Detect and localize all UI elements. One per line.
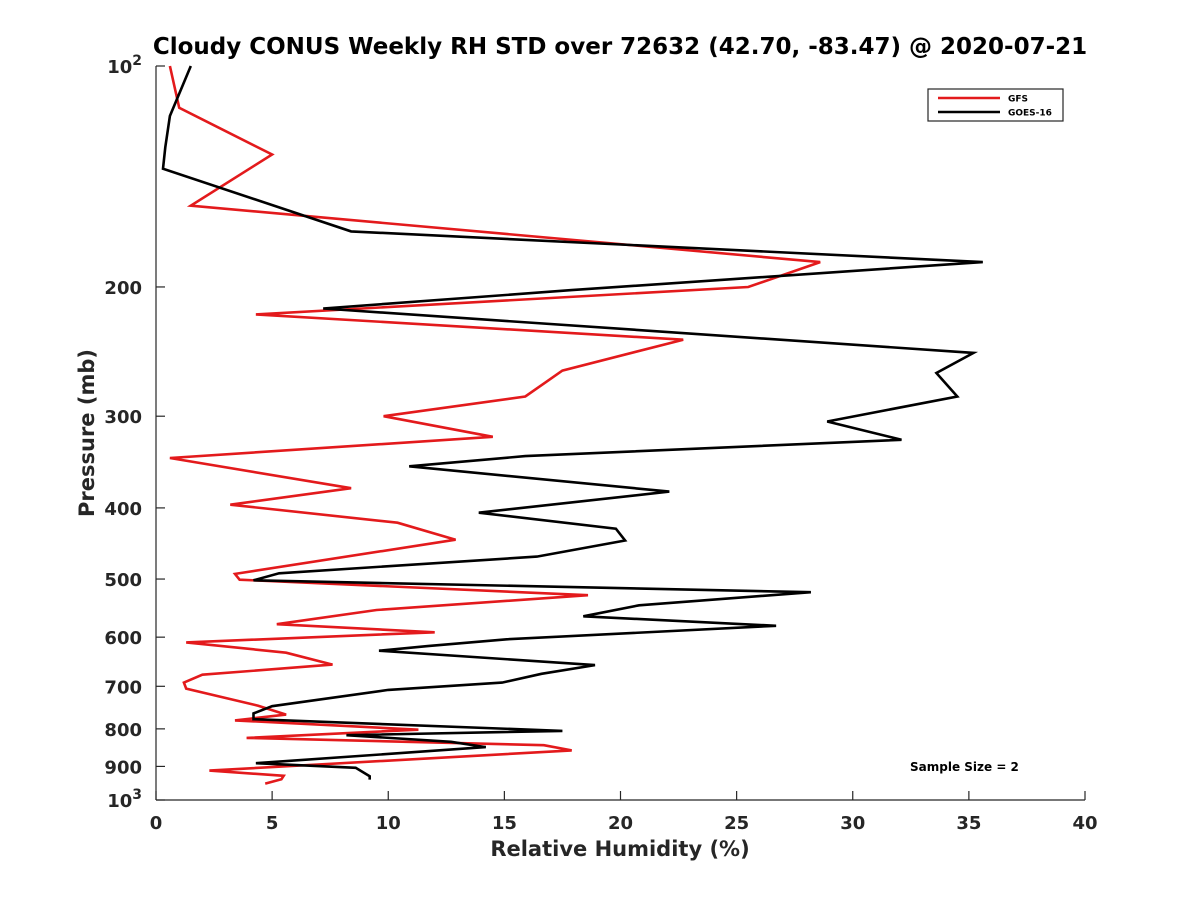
y-tick-label: 400	[104, 499, 142, 520]
x-tick-label: 0	[150, 813, 163, 834]
x-tick-label: 20	[608, 813, 633, 834]
x-axis-label: Relative Humidity (%)	[490, 837, 749, 861]
x-tick-label: 35	[956, 813, 981, 834]
y-tick-label: 700	[104, 677, 142, 698]
x-tick-label: 40	[1072, 813, 1097, 834]
legend-label: GOES-16	[1008, 109, 1052, 119]
y-tick-label: 102	[107, 53, 142, 78]
y-tick-label: 103	[107, 787, 142, 812]
y-axis-label: Pressure (mb)	[75, 349, 99, 517]
y-tick-label: 300	[104, 407, 142, 428]
x-tick-label: 25	[724, 813, 749, 834]
series-line-goes-16	[161, 65, 983, 780]
y-tick-label: 200	[104, 278, 142, 299]
legend-box	[927, 88, 1064, 122]
x-tick-label: 5	[266, 813, 279, 834]
legend-label: GFS	[1008, 95, 1028, 105]
y-tick-label: 500	[104, 570, 142, 591]
sample-size-annotation: Sample Size = 2	[910, 760, 1019, 774]
x-tick-label: 10	[376, 813, 401, 834]
plot-area: 0 5 10 15 20 25 30 35 40 102 200 300 400 500 600 700 800…	[104, 53, 1097, 834]
x-tick-label: 30	[840, 813, 865, 834]
series-line-gfs	[168, 65, 821, 785]
chart-title: Cloudy CONUS Weekly RH STD over 72632 (4…	[153, 34, 1087, 60]
y-tick-label: 900	[104, 757, 142, 778]
y-tick-label: 800	[104, 720, 142, 741]
x-tick-label: 15	[492, 813, 517, 834]
y-tick-label: 600	[104, 628, 142, 649]
